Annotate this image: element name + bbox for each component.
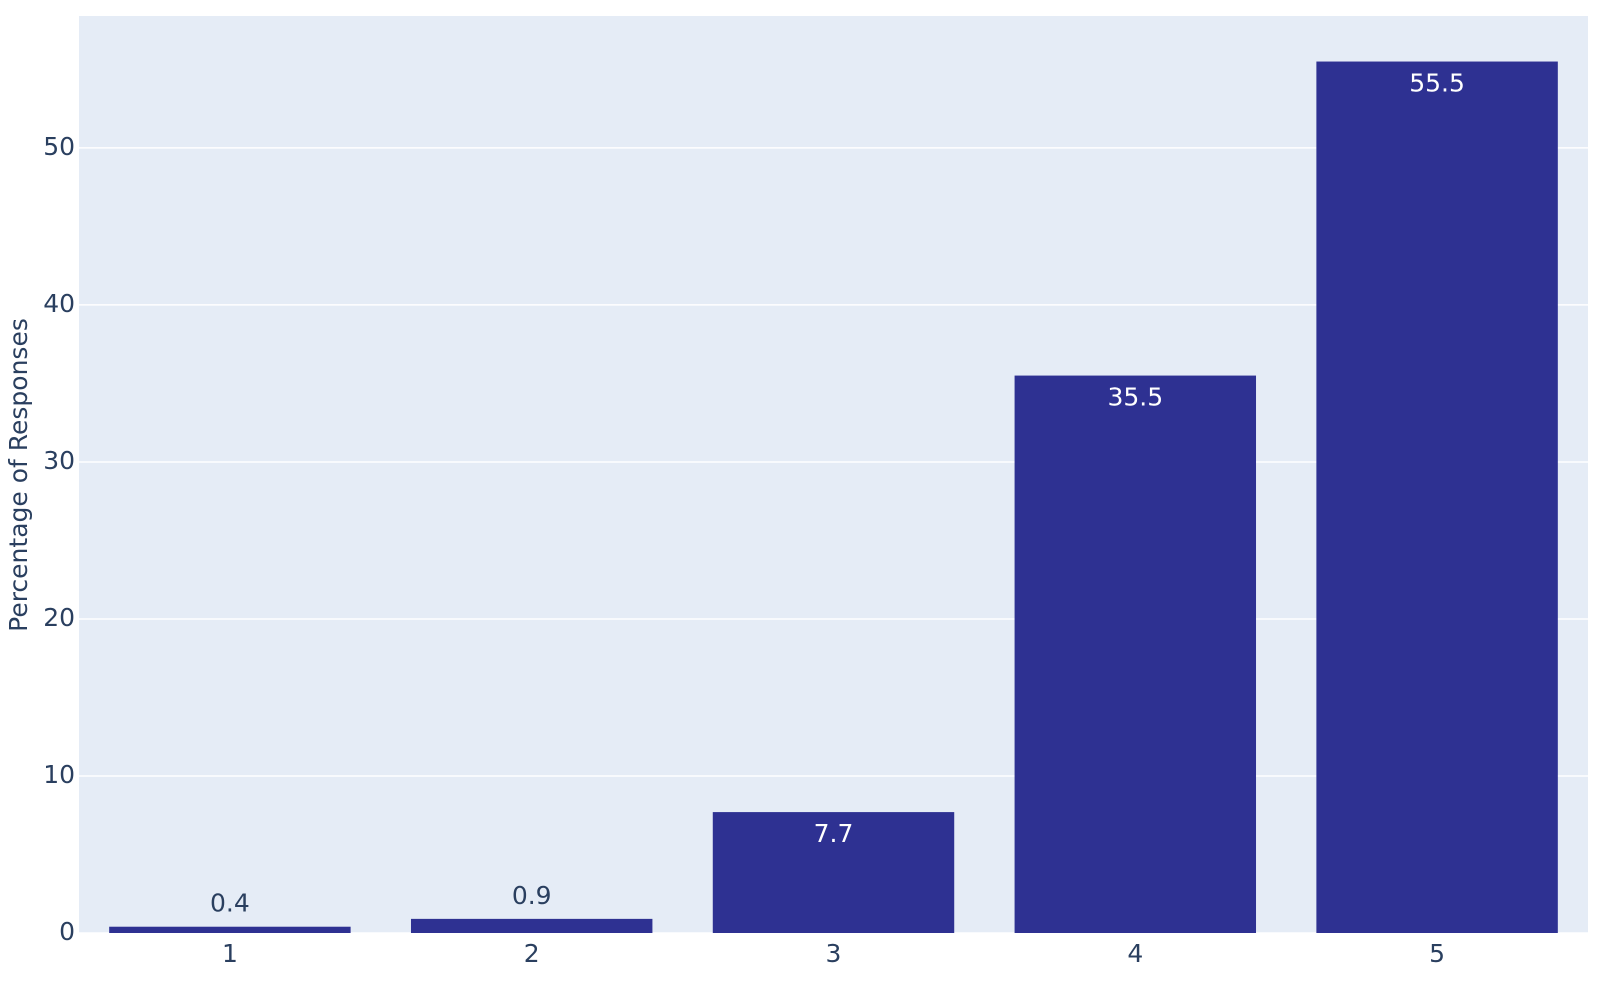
bar <box>109 926 351 933</box>
data-label: 55.5 <box>1409 69 1465 98</box>
data-label: 0.4 <box>210 889 250 918</box>
y-tick-label: 40 <box>43 289 75 318</box>
x-tick-label: 5 <box>1429 939 1445 968</box>
y-tick-label: 50 <box>43 132 75 161</box>
y-tick-label: 20 <box>43 603 75 632</box>
x-tick-label: 3 <box>826 939 842 968</box>
bar <box>712 812 955 933</box>
y-tick-label: 10 <box>43 760 75 789</box>
data-label: 7.7 <box>814 819 854 848</box>
data-label: 0.9 <box>512 881 552 910</box>
x-tick-label: 1 <box>222 939 238 968</box>
x-tick-label: 4 <box>1127 939 1143 968</box>
y-axis-title: Percentage of Responses <box>4 318 33 632</box>
bar <box>1316 61 1558 934</box>
bar <box>410 918 653 933</box>
bar <box>1014 375 1257 934</box>
x-tick-label: 2 <box>524 939 540 968</box>
data-label: 35.5 <box>1107 383 1163 412</box>
y-tick-label: 30 <box>43 446 75 475</box>
y-tick-label: 0 <box>59 917 75 946</box>
